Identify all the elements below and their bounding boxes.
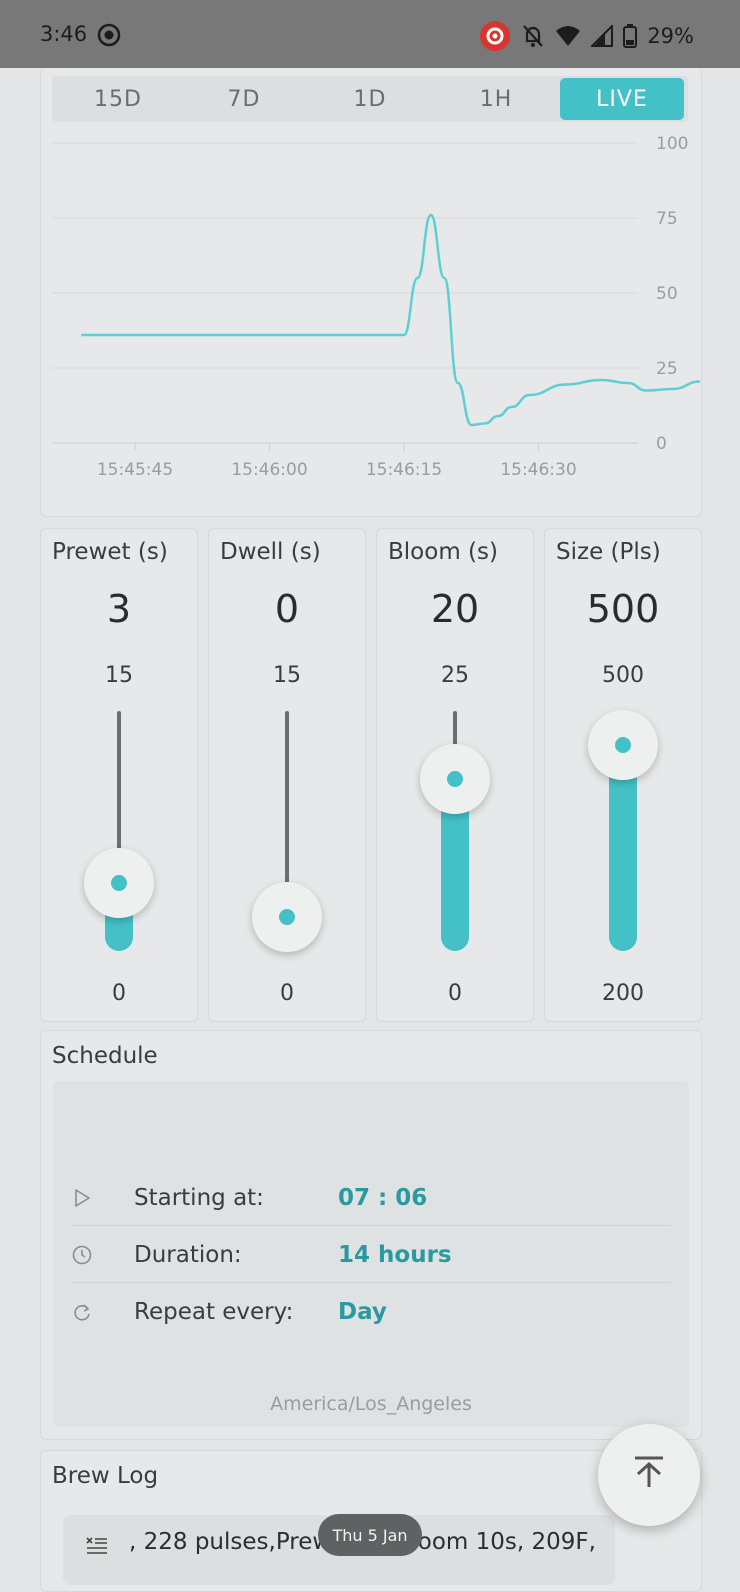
slider-min-label: 0 [280, 981, 294, 1006]
param-title: Bloom (s) [388, 539, 498, 565]
param-value: 500 [586, 587, 660, 631]
y-tick-label: 50 [656, 284, 678, 304]
wifi-icon [556, 26, 581, 46]
range-tabs: 15D 7D 1D 1H LIVE [52, 76, 688, 122]
chart-svg: 100 75 50 25 0 15:45:45 15:46:00 15:46:15 15:46… [52, 134, 700, 480]
slider-max-label: 500 [602, 663, 644, 688]
duration-value[interactable]: 14 hours [338, 1242, 452, 1268]
status-time: 3:46 [40, 22, 88, 46]
schedule-repeat-row[interactable]: Repeat every: Day [71, 1287, 671, 1339]
slider-thumb[interactable] [84, 847, 154, 918]
tab-1h[interactable]: 1H [479, 86, 513, 112]
notifications-off-icon [523, 25, 544, 47]
slider-thumb[interactable] [252, 882, 322, 952]
starting-value[interactable]: 07 : 06 [338, 1185, 428, 1211]
param-card-dwell: Dwell (s) 0 15 0 [208, 528, 366, 1022]
battery-icon [623, 24, 638, 48]
y-tick-label: 100 [656, 134, 688, 154]
slider-min-label: 0 [112, 981, 126, 1006]
y-tick-label: 0 [656, 434, 667, 454]
slider-max-label: 15 [105, 663, 133, 688]
x-tick-label: 15:46:00 [231, 460, 307, 480]
slider-max-label: 15 [273, 663, 301, 688]
duration-label: Duration: [134, 1242, 242, 1268]
slider-track[interactable] [285, 711, 289, 951]
thumb-dot [615, 737, 631, 753]
timezone-label: America/Los_Angeles [270, 1393, 472, 1415]
thumb-dot [111, 874, 127, 891]
tab-1d[interactable]: 1D [353, 86, 387, 112]
schedule-title: Schedule [52, 1043, 158, 1069]
param-card-prewet: Prewet (s) 3 15 0 [40, 528, 198, 1022]
x-tick-label: 15:45:45 [97, 460, 173, 480]
slider-min-label: 0 [448, 981, 462, 1006]
y-tick-label: 75 [656, 209, 678, 229]
scroll-top-button[interactable] [598, 1424, 700, 1526]
tab-15d[interactable]: 15D [94, 86, 142, 112]
param-value: 0 [274, 587, 300, 631]
series-line [81, 213, 700, 427]
cast-active-icon [480, 21, 511, 51]
repeat-value[interactable]: Day [338, 1299, 387, 1325]
brew-log-title: Brew Log [52, 1463, 159, 1489]
param-card-bloom: Bloom (s) 20 25 0 [376, 528, 534, 1022]
param-value: 3 [106, 587, 132, 631]
clock-icon [72, 1245, 92, 1265]
slider-thumb[interactable] [588, 710, 658, 780]
date-chip: Thu 5 Jan [318, 1514, 422, 1556]
screen-record-icon [97, 23, 121, 47]
slider-min-label: 200 [602, 981, 644, 1006]
slider-thumb[interactable] [420, 744, 490, 815]
arrow-up-to-top-icon [635, 1456, 663, 1487]
param-title: Size (Pls) [556, 539, 661, 565]
param-value: 20 [430, 587, 480, 631]
schedule-card: Schedule Starting at: 07 : 06 Duration: … [40, 1030, 702, 1440]
pressure-chart: 100 75 50 25 0 15:45:45 15:46:00 15:46:15 15:46… [40, 130, 700, 494]
schedule-panel[interactable]: Starting at: 07 : 06 Duration: 14 hours … [53, 1081, 689, 1427]
clear-list-icon[interactable] [85, 1533, 109, 1557]
y-tick-label: 25 [656, 359, 678, 379]
tab-7d[interactable]: 7D [227, 86, 261, 112]
slider-track[interactable] [117, 711, 121, 951]
param-title: Prewet (s) [52, 539, 168, 565]
param-title: Dwell (s) [220, 539, 321, 565]
starting-label: Starting at: [134, 1185, 264, 1211]
schedule-start-row[interactable]: Starting at: 07 : 06 [71, 1173, 671, 1226]
slider-max-label: 25 [441, 663, 469, 688]
tab-live[interactable]: LIVE [560, 78, 684, 120]
play-icon [75, 1189, 90, 1207]
cell-signal-icon [591, 25, 614, 47]
schedule-duration-row[interactable]: Duration: 14 hours [71, 1230, 671, 1283]
thumb-dot [447, 771, 463, 788]
x-tick-label: 15:46:15 [366, 460, 442, 480]
battery-percent: 29% [647, 24, 694, 48]
param-card-size: Size (Pls) 500 500 200 [544, 528, 702, 1022]
repeat-icon [74, 1304, 90, 1321]
thumb-dot [279, 909, 295, 925]
repeat-label: Repeat every: [134, 1299, 294, 1325]
x-tick-label: 15:46:30 [500, 460, 576, 480]
status-bar: 3:46 29% [0, 0, 740, 68]
